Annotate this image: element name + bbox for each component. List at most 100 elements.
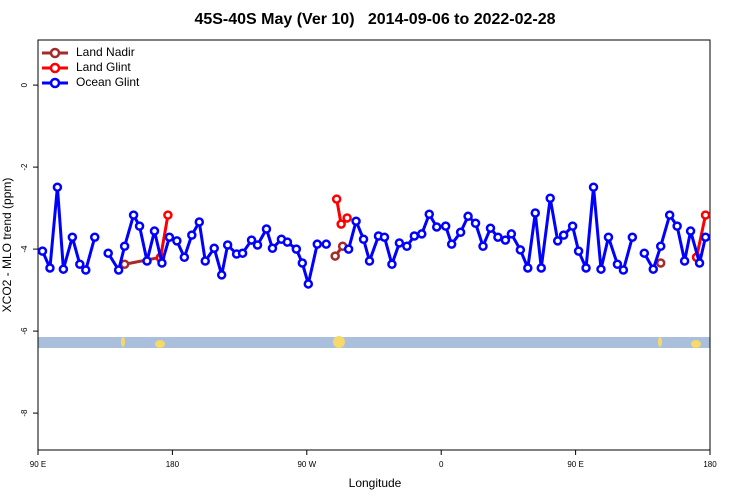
point [478,241,488,251]
point [312,239,323,249]
point [506,229,517,239]
legend-marker [49,77,61,89]
point [424,209,435,219]
point [237,248,248,258]
point [179,252,190,263]
point [342,213,352,223]
point [612,259,623,270]
point [672,221,682,231]
x-axis-label: Longitude [349,476,402,490]
point [128,210,139,220]
point [52,182,63,192]
point [417,229,427,239]
point [552,236,563,246]
point [394,238,405,248]
chart-title: 45S-40S May (Ver 10) 2014-09-06 to 2022-… [194,11,555,28]
point [470,218,481,229]
point [303,279,314,289]
point [536,263,547,273]
point [282,237,293,247]
point [336,219,346,229]
point [700,210,711,220]
point [321,239,331,249]
legend-label: Land Nadir [76,45,135,59]
point [246,235,257,245]
x-tick-label: 0 [439,460,444,469]
x-tick-label: 90 W [297,460,316,469]
point [627,232,638,242]
legend-label: Ocean Glint [76,75,140,89]
point [530,208,541,218]
point [648,264,659,274]
point [493,232,503,242]
point [75,259,85,270]
point [679,256,690,266]
point [700,232,711,242]
point [164,232,175,242]
series-line [41,185,97,272]
point [222,240,233,250]
point [500,235,511,245]
point [58,264,69,274]
point [588,182,599,192]
point [358,234,369,245]
point [343,244,354,254]
point [267,243,278,254]
point [463,211,473,222]
point [200,256,211,266]
x-tick-label: 180 [166,460,180,469]
point [409,231,420,241]
y-tick-label: -4 [20,245,29,253]
point [157,258,167,268]
point [431,222,442,232]
point [252,240,263,250]
point [446,239,457,249]
y-tick-label: -8 [20,409,29,417]
x-tick-label: 90 E [30,460,46,469]
map-strip [38,336,710,348]
point [515,245,526,255]
point [216,270,227,280]
point [440,221,451,231]
point [664,210,675,220]
point [331,194,342,204]
point [103,248,113,258]
legend-label: Land Glint [76,60,131,74]
point [685,226,696,236]
legend-marker [49,47,61,59]
point [545,193,555,204]
point [639,248,650,258]
point [379,232,390,242]
point [618,265,629,275]
y-tick-label: 0 [20,82,29,87]
point [455,227,466,238]
point [596,264,606,274]
point [402,241,412,251]
point [67,232,78,242]
x-tick-label: 90 E [567,460,583,469]
point [149,226,160,236]
point [172,236,182,246]
point [387,259,397,270]
y-tick-label: -2 [20,163,29,171]
point [261,224,272,234]
point [113,265,124,275]
legend-marker [49,62,61,74]
series-line [158,214,170,259]
y-axis-label: XCO2 - MLO trend (ppm) [0,178,14,313]
point [81,265,91,275]
point [655,241,666,251]
point [163,210,173,220]
y-tick-label: -6 [20,327,29,335]
point [523,263,533,273]
point [364,256,375,266]
point [581,263,591,273]
point [297,258,308,268]
point [37,246,48,256]
point [558,230,569,240]
point [291,244,302,254]
point [89,232,100,242]
point [485,223,496,233]
point [655,258,666,268]
